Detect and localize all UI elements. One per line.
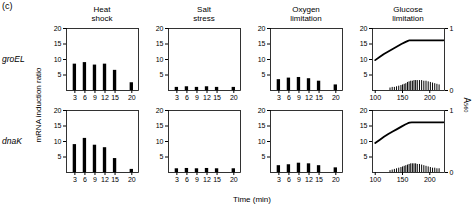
svg-text:6: 6: [185, 94, 189, 101]
html-text:groEL: groEL: [2, 54, 25, 64]
svg-text:5: 5: [58, 153, 62, 160]
svg-text:20: 20: [128, 94, 136, 101]
svg-text:20: 20: [54, 25, 62, 32]
svg-text:0: 0: [450, 87, 454, 94]
svg-text:9: 9: [93, 94, 97, 101]
svg-text:10: 10: [156, 138, 164, 145]
svg-text:10: 10: [54, 138, 62, 145]
html-text:Oxygen limitation: Oxygen limitation: [290, 5, 322, 23]
svg-text:20: 20: [332, 176, 340, 183]
svg-text:10: 10: [258, 138, 266, 145]
svg-text:3: 3: [175, 94, 179, 101]
svg-text:10: 10: [54, 56, 62, 63]
svg-text:5: 5: [364, 153, 368, 160]
svg-text:3: 3: [73, 176, 77, 183]
svg-text:15: 15: [315, 176, 323, 183]
svg-text:1: 1: [450, 25, 454, 32]
svg-text:10: 10: [258, 56, 266, 63]
svg-text:100: 100: [369, 94, 381, 101]
svg-text:20: 20: [230, 176, 238, 183]
svg-text:6: 6: [287, 94, 291, 101]
svg-text:5: 5: [160, 153, 164, 160]
html-text:Heat shock: Heat shock: [91, 5, 113, 23]
svg-text:20: 20: [360, 107, 368, 114]
svg-text:9: 9: [297, 176, 301, 183]
svg-text:9: 9: [195, 94, 199, 101]
svg-text:12: 12: [101, 94, 109, 101]
svg-text:15: 15: [213, 94, 221, 101]
svg-text:100: 100: [369, 176, 381, 183]
svg-text:6: 6: [83, 176, 87, 183]
svg-text:15: 15: [315, 94, 323, 101]
svg-text:3: 3: [175, 176, 179, 183]
svg-text:10: 10: [156, 56, 164, 63]
svg-text:15: 15: [54, 40, 62, 47]
svg-text:200: 200: [424, 94, 436, 101]
svg-text:9: 9: [297, 94, 301, 101]
svg-text:12: 12: [203, 176, 211, 183]
svg-text:10: 10: [360, 138, 368, 145]
html-text:(c): (c): [2, 1, 13, 11]
svg-text:3: 3: [277, 176, 281, 183]
html-text:Salt stress: Salt stress: [193, 5, 215, 23]
svg-text:20: 20: [332, 94, 340, 101]
svg-text:5: 5: [262, 153, 266, 160]
svg-text:6: 6: [287, 176, 291, 183]
svg-text:3: 3: [73, 94, 77, 101]
html-text:A₅₆₀: A₅₆₀: [461, 97, 471, 113]
svg-text:150: 150: [397, 176, 409, 183]
svg-text:20: 20: [156, 25, 164, 32]
html-text:Time (min): Time (min): [233, 195, 271, 204]
svg-text:1: 1: [450, 107, 454, 114]
svg-text:20: 20: [156, 107, 164, 114]
svg-text:12: 12: [203, 94, 211, 101]
svg-text:20: 20: [360, 25, 368, 32]
svg-text:150: 150: [397, 94, 409, 101]
svg-text:20: 20: [54, 107, 62, 114]
svg-text:20: 20: [258, 107, 266, 114]
svg-text:15: 15: [360, 40, 368, 47]
svg-text:15: 15: [258, 40, 266, 47]
html-text:Glucose limitation: Glucose limitation: [392, 5, 424, 23]
html-text:mRNA induction ratio: mRNA induction ratio: [33, 67, 43, 143]
svg-text:5: 5: [58, 71, 62, 78]
svg-text:15: 15: [111, 176, 119, 183]
html-text:dnaK: dnaK: [2, 136, 22, 146]
svg-text:15: 15: [213, 176, 221, 183]
svg-text:5: 5: [262, 71, 266, 78]
svg-text:9: 9: [93, 176, 97, 183]
svg-text:12: 12: [101, 176, 109, 183]
svg-text:12: 12: [305, 176, 313, 183]
svg-text:3: 3: [277, 94, 281, 101]
svg-text:9: 9: [195, 176, 199, 183]
svg-text:20: 20: [128, 176, 136, 183]
svg-text:15: 15: [111, 94, 119, 101]
svg-text:0: 0: [450, 169, 454, 176]
svg-text:20: 20: [230, 94, 238, 101]
svg-text:15: 15: [360, 122, 368, 129]
svg-text:200: 200: [424, 176, 436, 183]
svg-text:15: 15: [258, 122, 266, 129]
svg-text:15: 15: [54, 122, 62, 129]
svg-text:10: 10: [360, 56, 368, 63]
svg-text:5: 5: [160, 71, 164, 78]
svg-text:6: 6: [83, 94, 87, 101]
svg-text:15: 15: [156, 40, 164, 47]
svg-text:5: 5: [364, 71, 368, 78]
svg-text:20: 20: [258, 25, 266, 32]
svg-text:15: 15: [156, 122, 164, 129]
svg-text:6: 6: [185, 176, 189, 183]
svg-text:12: 12: [305, 94, 313, 101]
